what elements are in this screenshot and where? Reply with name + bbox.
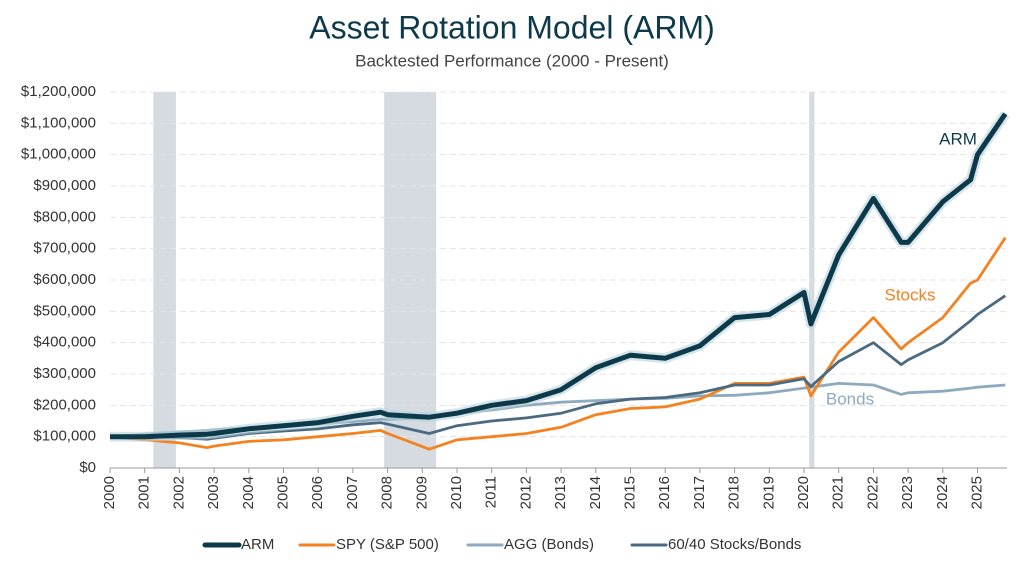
x-tick-label: 2019 [760,476,777,509]
y-tick-label: $200,000 [33,396,96,413]
x-tick-label: 2011 [483,476,500,508]
x-tick-label: 2014 [587,476,604,509]
legend-label: SPY (S&P 500) [336,536,439,553]
series-line [110,112,1008,440]
x-tick-label: 2010 [448,476,465,509]
x-tick-label: 2016 [656,476,673,509]
chart-subtitle: Backtested Performance (2000 - Present) [355,51,669,70]
annotation: Stocks [884,285,935,304]
y-tick-label: $1,200,000 [21,83,96,100]
legend-label: ARM [241,536,274,553]
series-line [110,294,1007,441]
y-tick-label: $700,000 [33,240,96,257]
y-tick-label: $600,000 [33,271,96,288]
x-tick-label: 2018 [726,476,743,509]
x-tick-label: 2017 [691,476,708,509]
y-tick-label: $100,000 [33,428,96,445]
x-tick-label: 2001 [136,476,153,509]
y-tick-label: $300,000 [33,365,96,382]
series-line [109,236,1007,451]
legend-label: AGG (Bonds) [504,536,594,553]
y-tick-label: $1,000,000 [21,146,96,163]
x-tick-label: 2013 [552,476,569,509]
y-tick-label: $400,000 [33,334,96,351]
x-tick-label: 2008 [379,476,396,509]
chart-title: Asset Rotation Model (ARM) [309,9,714,45]
x-tick-label: 2023 [899,476,916,509]
x-tick-label: 2002 [170,476,187,509]
x-tick-label: 2003 [205,476,222,509]
x-tick-label: 2022 [864,476,881,509]
y-tick-label: $500,000 [33,302,96,319]
x-tick-label: 2021 [830,476,847,509]
x-tick-label: 2006 [309,476,326,509]
x-tick-label: 2020 [795,476,812,509]
x-tick-label: 2004 [240,476,257,509]
legend-label: 60/40 Stocks/Bonds [668,536,801,553]
y-tick-label: $0 [79,459,96,476]
y-tick-label: $1,100,000 [21,114,96,131]
annotation: ARM [939,129,977,148]
x-tick-label: 2025 [968,476,985,509]
x-tick-label: 2005 [274,476,291,509]
x-tick-label: 2015 [621,476,638,509]
y-tick-label: $800,000 [33,208,96,225]
y-tick-label: $900,000 [33,177,96,194]
x-tick-label: 2000 [101,476,118,509]
x-tick-label: 2007 [344,476,361,509]
x-tick-label: 2024 [934,476,951,509]
x-tick-label: 2012 [517,476,534,509]
x-tick-label: 2009 [413,476,430,509]
annotation: Bonds [826,389,874,408]
